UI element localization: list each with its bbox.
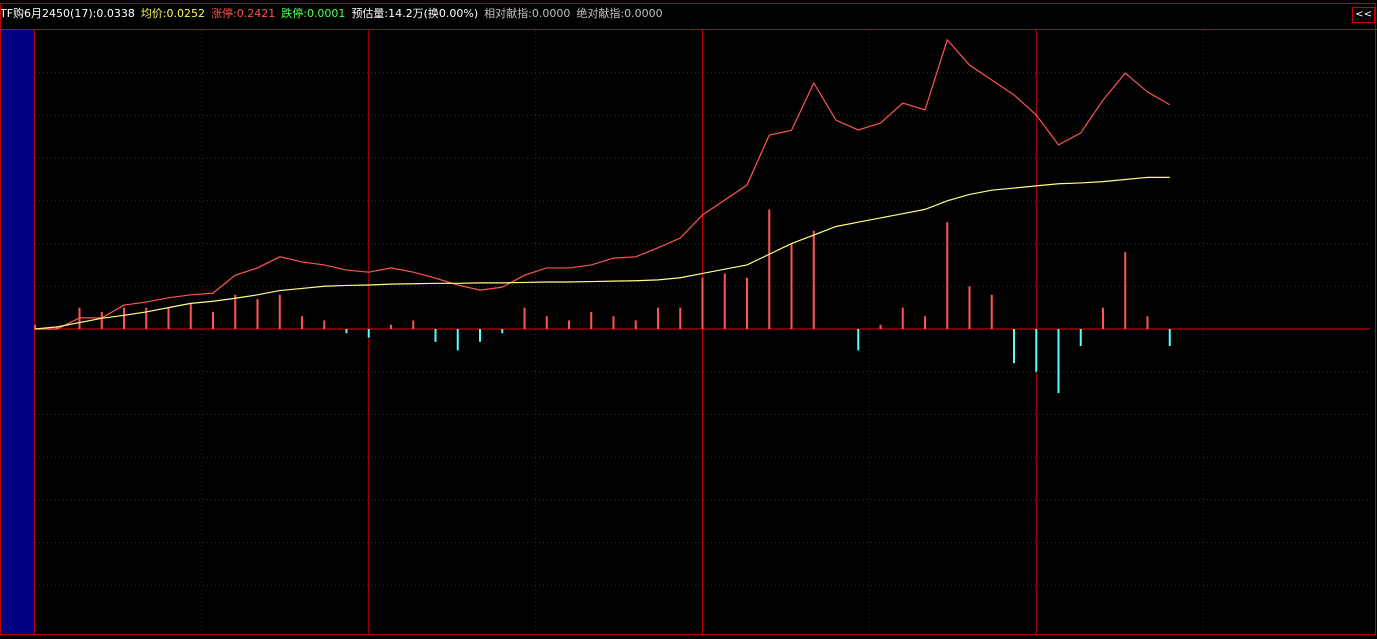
header-item: 均价:0.0252 <box>140 7 206 20</box>
header-item: 涨停:0.2421 <box>211 7 276 20</box>
header-item: TF购6月2450(17):0.0338 <box>0 7 135 20</box>
price-line <box>34 176 1170 330</box>
price-line <box>35 38 1171 330</box>
header-item: 预估量:14.2万(换0.00%) <box>351 7 479 20</box>
header-item: 绝对献指:0.0000 <box>576 7 663 20</box>
collapse-button[interactable]: << <box>1352 7 1375 23</box>
frame <box>0 3 1376 635</box>
side-panel <box>0 30 34 634</box>
header-item: 相对献指:0.0000 <box>484 7 571 20</box>
header-item: 跌停:0.0001 <box>281 7 346 20</box>
header: TF购6月2450(17):0.0338 均价:0.0252 涨停:0.2421 跌停… <box>0 0 1377 28</box>
